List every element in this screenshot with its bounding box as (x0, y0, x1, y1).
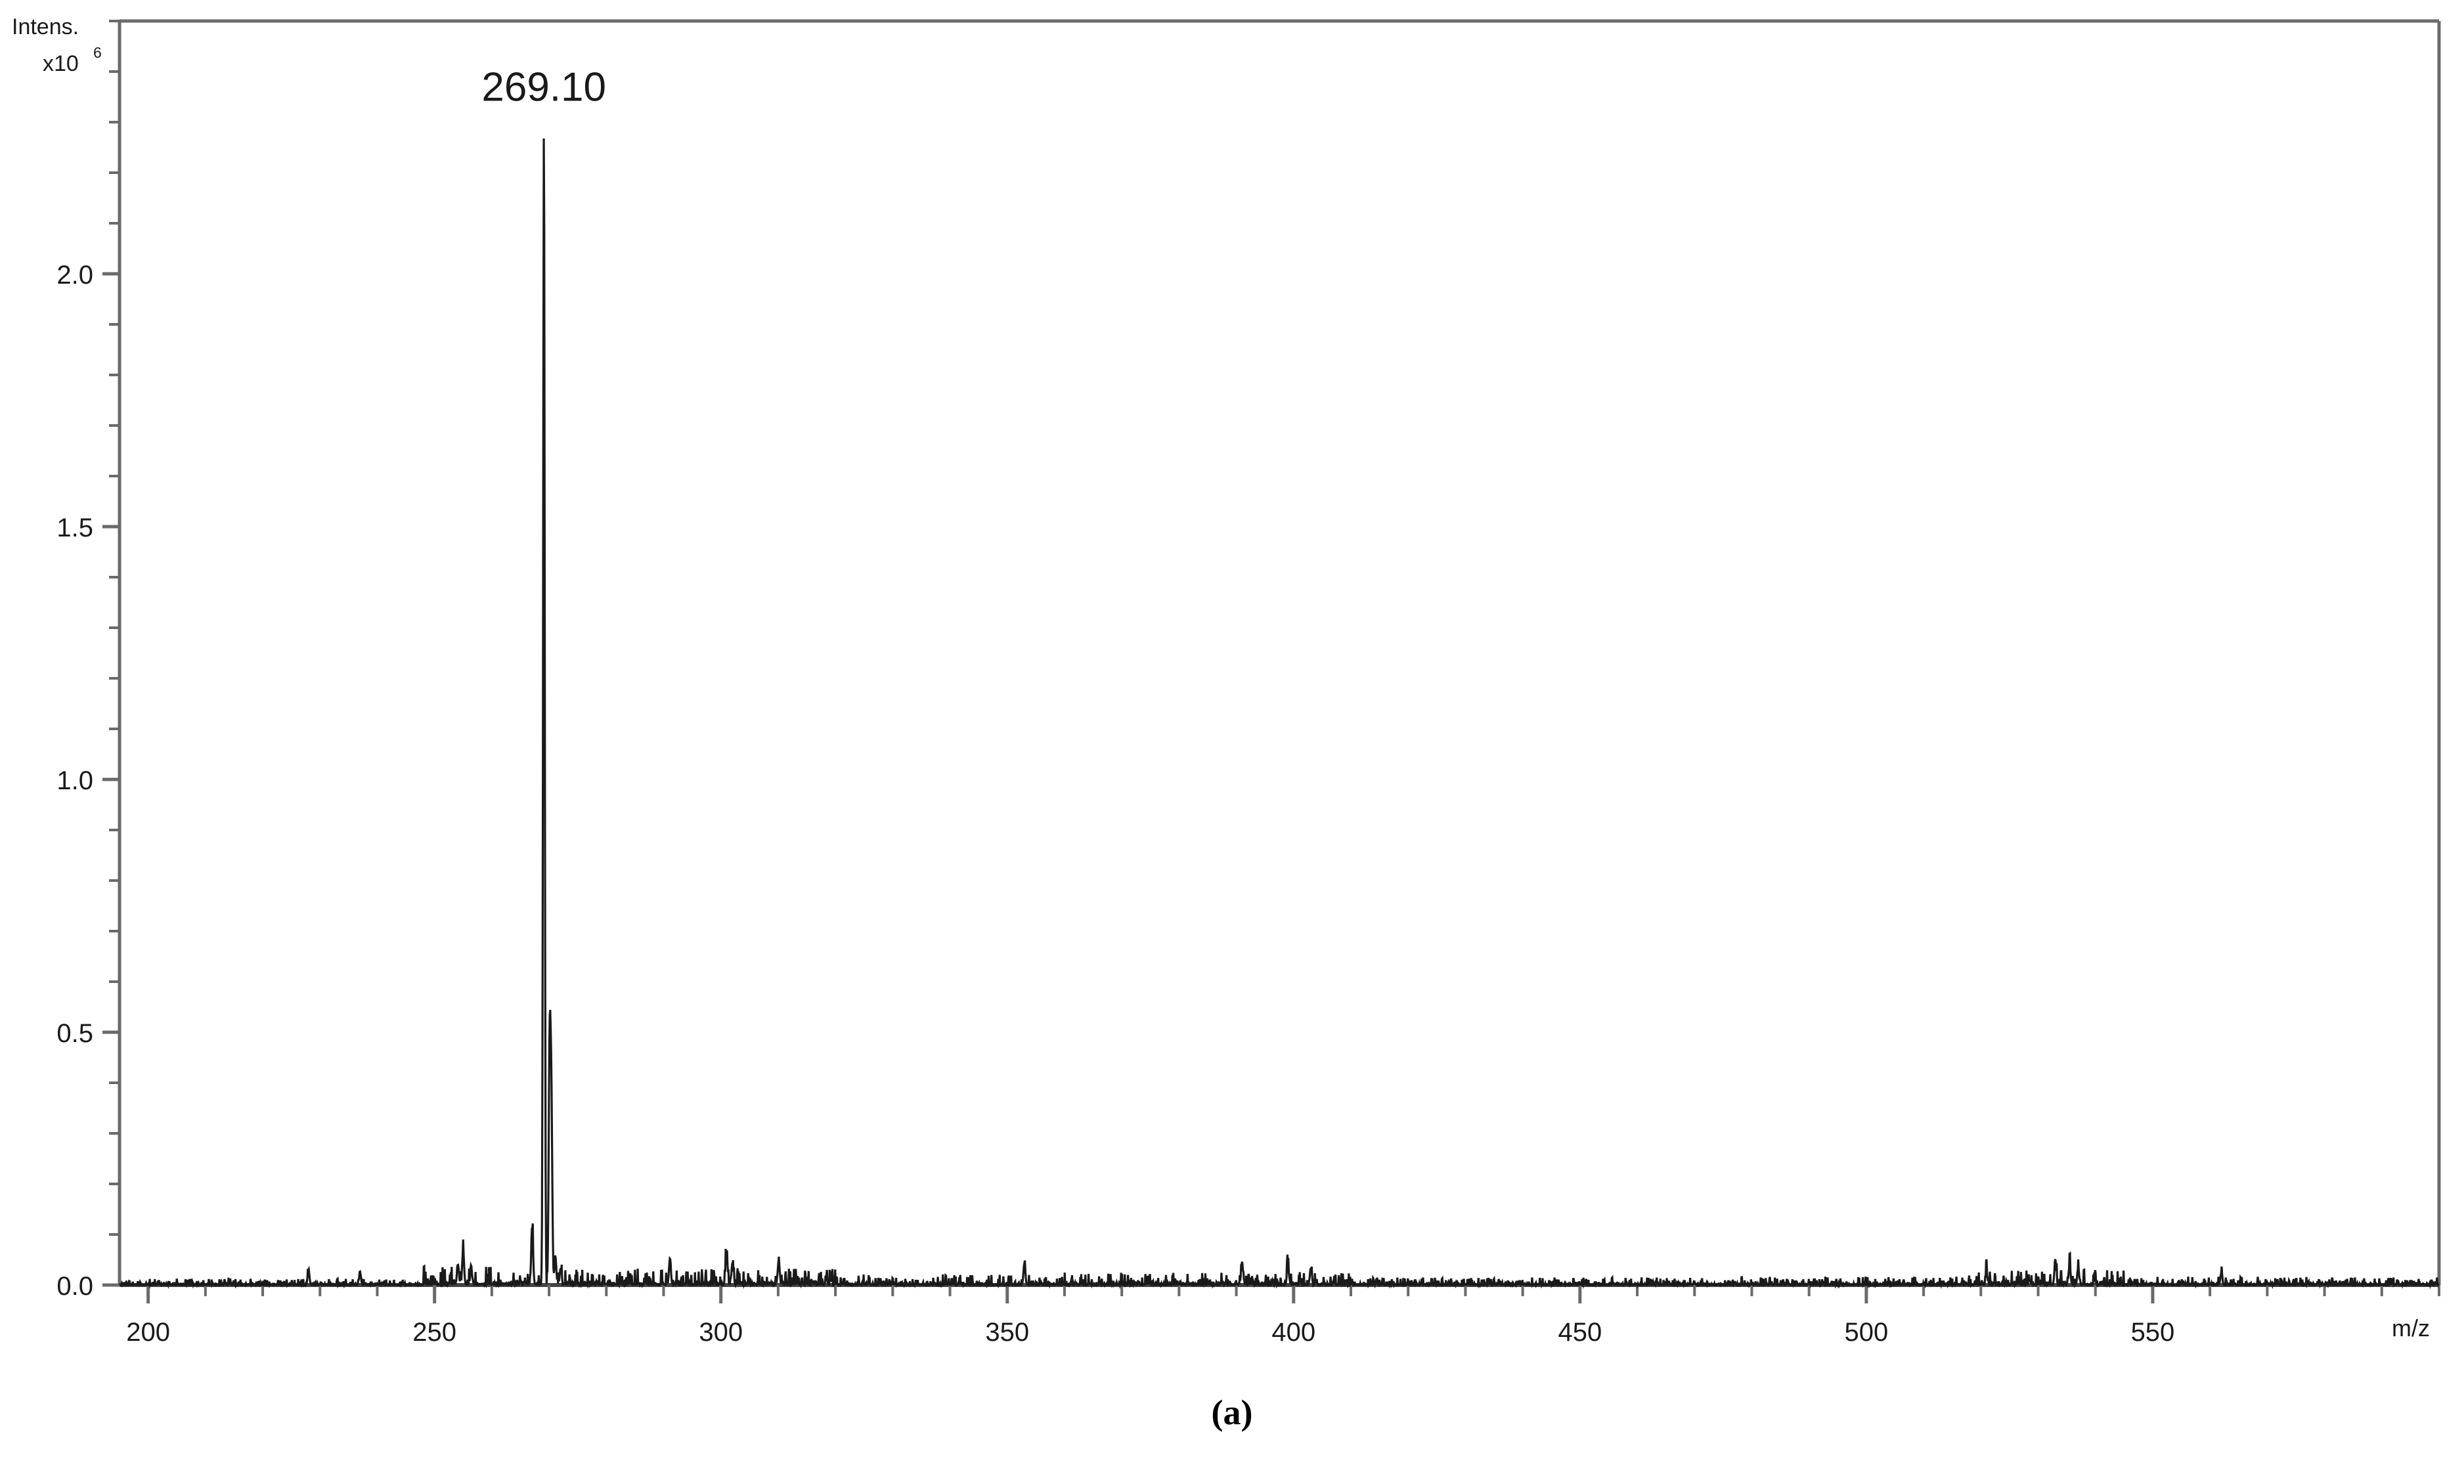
x-tick-label: 450 (1558, 1318, 1602, 1347)
figure-caption: (a) (1211, 1393, 1253, 1432)
y-tick-label: 0.5 (56, 1019, 93, 1048)
y-tick-label: 2.0 (56, 261, 93, 290)
y-axis-scale-base: x10 (43, 51, 79, 76)
plot-frame (118, 19, 2441, 1287)
y-tick-label: 1.0 (56, 766, 93, 795)
x-tick-label: 200 (126, 1318, 170, 1347)
y-axis-ticks (102, 20, 120, 1287)
x-tick-label: 500 (1845, 1318, 1889, 1347)
base-peak-label: 269.10 (481, 65, 606, 110)
x-axis-ticks (146, 1285, 2440, 1303)
spectrum-trace (119, 138, 2440, 1290)
y-axis-title: Intens. (12, 14, 79, 39)
x-axis-title: m/z (2392, 1315, 2430, 1342)
x-tick-label: 300 (699, 1318, 743, 1347)
x-tick-label: 350 (985, 1318, 1029, 1347)
y-tick-label: 1.5 (56, 513, 93, 542)
y-axis-tick-labels: 0.0 0.5 1.0 1.5 2.0 (56, 261, 93, 1301)
y-axis-scale-exponent: 6 (93, 44, 102, 61)
y-tick-label: 0.0 (56, 1272, 93, 1301)
x-tick-label: 550 (2131, 1318, 2175, 1347)
x-tick-label: 250 (412, 1318, 456, 1347)
x-tick-label: 400 (1271, 1318, 1315, 1347)
x-axis-tick-labels: 200 250 300 350 400 450 500 550 (126, 1318, 2174, 1347)
